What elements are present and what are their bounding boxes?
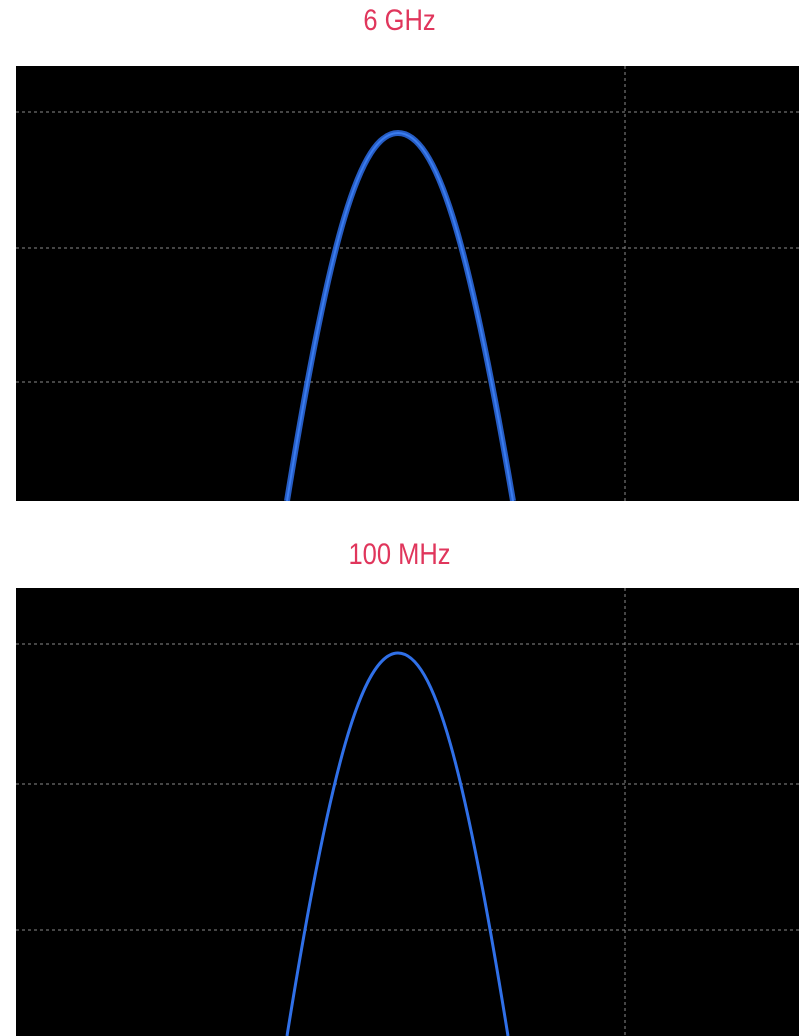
panel-title: 100 MHz bbox=[60, 538, 739, 572]
panel-title: 6 GHz bbox=[60, 4, 739, 38]
scope-screen bbox=[0, 66, 799, 501]
screen-background bbox=[16, 66, 799, 501]
scope-screen bbox=[0, 588, 799, 1036]
page: 6 GHz 100 MHz (() => { const data = JSON… bbox=[0, 0, 799, 1036]
